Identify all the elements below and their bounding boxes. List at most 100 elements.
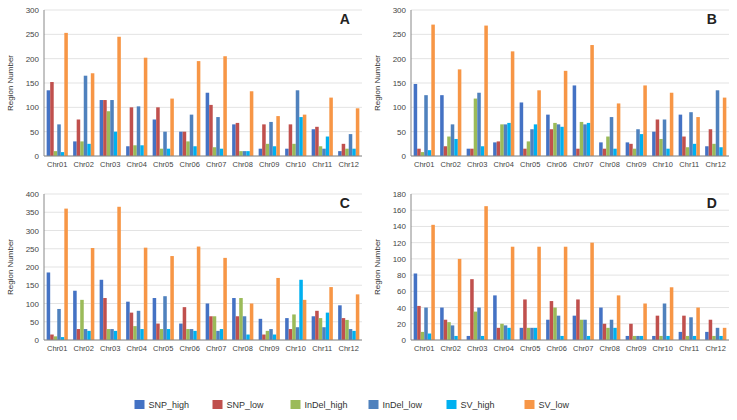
bar <box>289 329 293 340</box>
bar <box>156 107 160 156</box>
bar <box>656 120 660 157</box>
bar <box>84 329 88 340</box>
bar <box>73 291 77 340</box>
bar <box>236 316 240 340</box>
x-tick-label: Chr10 <box>286 160 306 169</box>
bar <box>356 294 360 340</box>
bar <box>470 279 474 340</box>
bar <box>153 298 157 340</box>
x-tick-label: Chr04 <box>494 344 514 353</box>
bar <box>186 329 190 340</box>
bar <box>507 328 511 340</box>
x-tick-label: Chr04 <box>127 160 147 169</box>
bar <box>80 141 84 156</box>
bar <box>103 298 107 340</box>
bar <box>269 122 273 156</box>
bar <box>723 98 727 156</box>
bar <box>640 336 644 340</box>
bar <box>550 301 554 340</box>
bar <box>636 336 640 340</box>
y-tick-label: 160 <box>393 206 407 215</box>
y-tick-label: 150 <box>26 281 40 290</box>
bar <box>696 308 700 340</box>
grid-line <box>44 230 362 231</box>
legend-label: InDel_low <box>383 400 423 410</box>
bar <box>444 320 448 340</box>
bar <box>319 318 323 340</box>
grid-line <box>44 340 362 341</box>
grid-line <box>44 194 362 195</box>
y-tick-label: 200 <box>26 263 40 272</box>
x-tick-label: Chr09 <box>259 160 279 169</box>
bar <box>613 149 617 156</box>
grid-line <box>411 226 729 227</box>
bar <box>50 82 54 156</box>
bar <box>77 120 81 157</box>
bar <box>167 329 171 340</box>
bar <box>170 256 174 340</box>
bar <box>170 99 174 156</box>
bar <box>312 129 316 156</box>
bar <box>599 308 603 340</box>
y-tick-label: 120 <box>393 239 407 248</box>
bar <box>467 336 471 340</box>
bar <box>546 320 550 340</box>
bar <box>716 328 720 340</box>
bar <box>477 308 481 340</box>
bar <box>186 141 190 156</box>
bar <box>670 93 674 156</box>
y-tick-label: 180 <box>393 190 407 199</box>
bar <box>428 150 432 156</box>
bar <box>497 328 501 340</box>
bar <box>553 123 557 156</box>
bar <box>719 336 723 340</box>
y-tick-label: 250 <box>393 30 407 39</box>
bar <box>54 151 58 156</box>
bar <box>444 146 448 156</box>
legend-swatch <box>525 400 535 409</box>
x-tick-label: Chr10 <box>653 160 673 169</box>
y-tick-label: 0 <box>402 336 407 345</box>
bar <box>417 149 421 156</box>
bar <box>534 124 538 156</box>
bar <box>84 76 88 156</box>
legend-label: InDel_high <box>305 400 348 410</box>
grid-line <box>44 58 362 59</box>
bar <box>537 247 541 340</box>
y-axis-line <box>44 194 45 340</box>
grid-line <box>44 156 362 157</box>
bar <box>659 336 663 340</box>
bar <box>266 331 270 340</box>
grid-line <box>411 156 729 157</box>
bar <box>712 144 716 156</box>
bar <box>54 336 58 340</box>
bar <box>421 332 425 340</box>
bar <box>352 331 356 340</box>
bar <box>259 149 263 156</box>
bar <box>197 247 201 340</box>
bar <box>87 144 91 156</box>
bar <box>537 90 541 156</box>
legend-swatch <box>447 400 457 409</box>
bar <box>629 324 633 340</box>
bar <box>183 132 187 156</box>
bar <box>193 146 197 156</box>
bar <box>312 316 316 340</box>
bar <box>80 300 84 340</box>
bar <box>250 91 254 156</box>
bar <box>431 225 435 340</box>
bar <box>296 90 300 156</box>
bar <box>91 248 95 340</box>
y-tick-label: 200 <box>393 55 407 64</box>
bar <box>289 124 293 156</box>
bar <box>259 319 263 340</box>
bar <box>560 336 564 340</box>
bar <box>140 145 144 156</box>
x-tick-label: Chr02 <box>441 344 461 353</box>
x-tick-label: Chr05 <box>153 344 173 353</box>
panel: 050100150200250300Chr01Chr02Chr03Chr04Ch… <box>6 6 362 169</box>
bar <box>580 122 584 156</box>
bar <box>652 132 656 156</box>
bar <box>626 142 630 156</box>
bar <box>273 335 277 340</box>
